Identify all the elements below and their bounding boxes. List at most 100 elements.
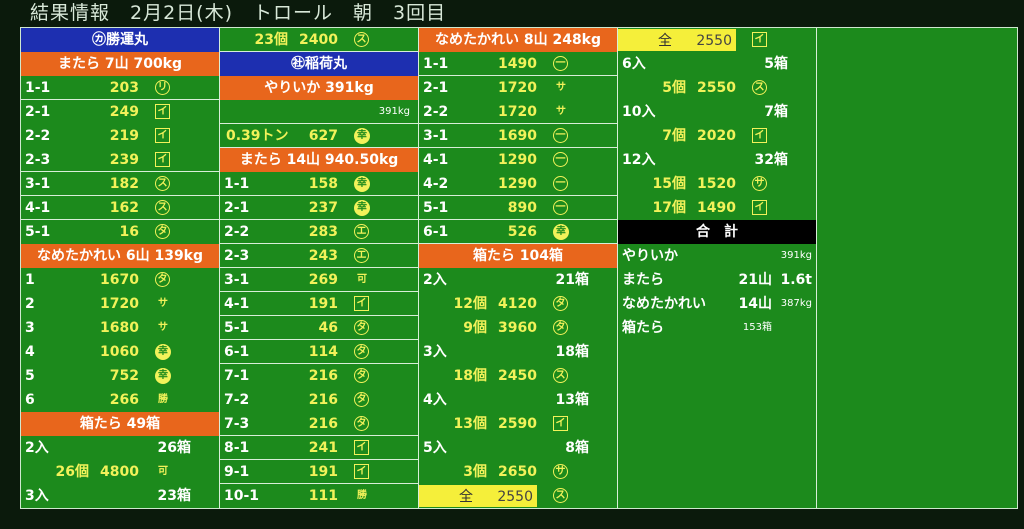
buyer-mark-icon: サ	[556, 106, 566, 117]
all-label: 全	[459, 489, 473, 505]
lot-label: 2-1	[224, 200, 250, 216]
result-row: 10-1 111 勝	[220, 484, 418, 508]
price-value: 1690	[498, 128, 537, 144]
result-row: 4-1 162 ス	[21, 196, 219, 220]
result-row: 全 2550 ス	[419, 484, 617, 508]
vessel-header: ㋕勝運丸	[21, 28, 219, 52]
lot-label: 4	[25, 344, 35, 360]
result-row: 6-1 114 タ	[220, 340, 418, 364]
board-column: ㋕勝運丸 またら 7山 700kg 1-1 203 リ 2-1 249 イ 2-2 219 イ 2-3…	[21, 28, 220, 508]
result-row: 全 2550 イ	[618, 28, 816, 52]
lot-label: 5-1	[25, 224, 51, 240]
result-row: 7-2 216 タ	[220, 388, 418, 412]
result-row: 6 266 勝	[21, 388, 219, 412]
page-title: 結果情報 2月2日(木) トロール 朝 3回目	[30, 2, 447, 24]
buyer-mark-icon: イ	[553, 416, 568, 431]
box-count: 32箱	[754, 152, 788, 168]
total-species: なめたかれい	[622, 296, 706, 312]
lot-label: 4-1	[423, 152, 449, 168]
lot-label: 6-1	[224, 344, 250, 360]
buyer-mark-icon: イ	[155, 152, 170, 167]
result-row: 5-1 46 タ	[220, 316, 418, 340]
price-value: 1720	[498, 104, 537, 120]
board-column: 23個 2400 ス㊓稲荷丸 やりいか 391kg 391kg 0.39トン 627 幸またら…	[220, 28, 419, 508]
price-value: 2650	[498, 464, 537, 480]
buyer-mark-icon: ス	[553, 368, 568, 383]
buyer-mark-icon: リ	[155, 80, 170, 95]
piece-count: 5個	[662, 80, 686, 96]
lot-label: 3	[25, 320, 35, 336]
all-price: 2550	[696, 33, 732, 49]
result-row: 3-1 1690 一	[419, 124, 617, 148]
pack-size-label: 3入	[25, 488, 49, 504]
lot-label: 2	[25, 296, 35, 312]
result-row: 1-1 203 リ	[21, 76, 219, 100]
lot-label: 7-1	[224, 368, 250, 384]
lot-label: 1-1	[25, 80, 51, 96]
vessel-header: ㊓稲荷丸	[220, 52, 418, 76]
result-row: 2 1720 サ	[21, 292, 219, 316]
pack-size-label: 3入	[423, 344, 447, 360]
species-header: なめたかれい 6山 139kg	[21, 244, 219, 268]
weight-note: 391kg	[378, 106, 410, 117]
buyer-mark-icon: サ	[158, 298, 168, 309]
price-value: 4120	[498, 296, 537, 312]
price-value: 1490	[498, 56, 537, 72]
total-count: 153箱	[742, 322, 772, 333]
result-row: 8-1 241 イ	[220, 436, 418, 460]
price-value: 182	[109, 176, 139, 192]
buyer-mark-icon: サ	[752, 176, 767, 191]
lot-label: 7-2	[224, 392, 250, 408]
price-value: 219	[109, 128, 139, 144]
species-header: やりいか 391kg	[220, 76, 418, 100]
price-value: 3960	[498, 320, 537, 336]
result-row: 18個 2450 ス	[419, 364, 617, 388]
buyer-mark-icon: 幸	[354, 128, 370, 144]
price-value: 1290	[498, 176, 537, 192]
species-header: なめたかれい 8山 248kg	[419, 28, 617, 52]
price-value: 243	[308, 248, 338, 264]
result-row: 9個 3960 タ	[419, 316, 617, 340]
result-row: なめたかれい 14山 387kg	[618, 292, 816, 316]
result-row: 15個 1520 サ	[618, 172, 816, 196]
total-species: 箱たら	[622, 320, 664, 336]
piece-count: 7個	[662, 128, 686, 144]
result-row: 12個 4120 タ	[419, 292, 617, 316]
buyer-mark-icon: 一	[553, 56, 568, 71]
piece-count: 18個	[453, 368, 487, 384]
buyer-mark-icon: イ	[752, 200, 767, 215]
piece-count: 17個	[652, 200, 686, 216]
price-value: 269	[308, 272, 338, 288]
lot-label: 5	[25, 368, 35, 384]
buyer-mark-icon: イ	[155, 104, 170, 119]
price-value: 16	[119, 224, 139, 240]
buyer-mark-icon: 勝	[158, 394, 168, 405]
species-header: またら 14山 940.50kg	[220, 148, 418, 172]
buyer-mark-icon: ス	[752, 80, 767, 95]
result-row: 2-2 283 エ	[220, 220, 418, 244]
price-value: 1290	[498, 152, 537, 168]
result-row: 5個 2550 ス	[618, 76, 816, 100]
result-row: 4-1 191 イ	[220, 292, 418, 316]
lot-label: 2-3	[25, 152, 51, 168]
lot-label: 3-1	[423, 128, 449, 144]
pack-size-label: 6入	[622, 56, 646, 72]
result-row: 3個 2650 サ	[419, 460, 617, 484]
lot-label: 5-1	[423, 200, 449, 216]
price-value: 1720	[100, 296, 139, 312]
result-row: 3入 23箱	[21, 484, 219, 508]
price-value: 2550	[697, 80, 736, 96]
result-row: 6入 5箱	[618, 52, 816, 76]
buyer-mark-icon: 一	[553, 152, 568, 167]
buyer-mark-icon: 幸	[155, 344, 171, 360]
all-highlight: 全 2550	[618, 29, 736, 51]
result-row: 7-3 216 タ	[220, 412, 418, 436]
buyer-mark-icon: 可	[158, 466, 168, 477]
buyer-mark-icon: 可	[357, 274, 367, 285]
lot-label: 2-2	[25, 128, 51, 144]
result-row: 1-1 1490 一	[419, 52, 617, 76]
result-row: 2-1 249 イ	[21, 100, 219, 124]
result-row: 6-1 526 幸	[419, 220, 617, 244]
lot-label: 2-1	[25, 104, 51, 120]
pack-size-label: 2入	[25, 440, 49, 456]
